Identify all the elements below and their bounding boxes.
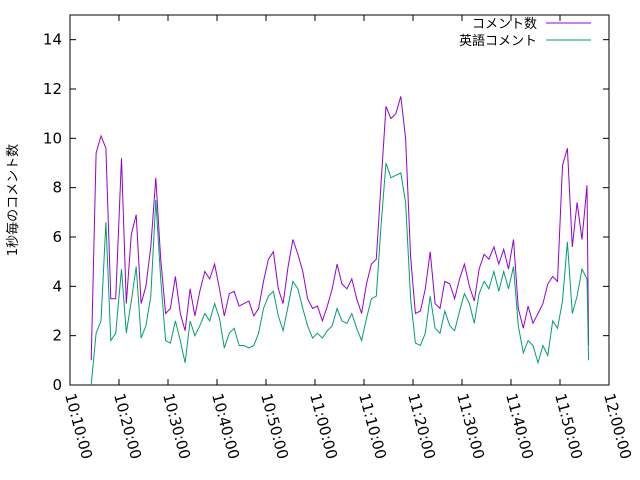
y-tick-label: 2 — [52, 327, 62, 345]
y-tick-label: 10 — [43, 129, 62, 147]
series-line-2 — [90, 162, 590, 386]
plot-frame — [69, 14, 610, 386]
x-tick-label: 10:10:00 — [61, 391, 96, 461]
y-axis-title: 1秒毎のコメント数 — [5, 144, 21, 256]
x-tick-label: 11:20:00 — [404, 391, 439, 461]
y-tick-label: 8 — [52, 179, 62, 197]
legend-label-1: コメント数 — [472, 17, 537, 32]
x-tick-label: 11:10:00 — [355, 391, 390, 461]
x-tick-label: 10:40:00 — [208, 391, 243, 461]
x-tick-label: 11:00:00 — [306, 391, 341, 461]
y-axis: 0 2 4 6 8 10 12 14 — [43, 31, 609, 394]
series-group — [90, 96, 590, 386]
y-tick-label: 14 — [43, 31, 62, 49]
y-tick-label: 6 — [52, 228, 62, 246]
series-line-1 — [90, 96, 590, 361]
y-tick-label: 0 — [52, 376, 62, 394]
x-tick-label: 11:50:00 — [551, 391, 586, 461]
x-tick-label: 11:30:00 — [453, 391, 488, 461]
x-tick-label: 10:20:00 — [110, 391, 145, 461]
x-tick-label: 11:40:00 — [502, 391, 537, 461]
x-tick-label: 10:50:00 — [257, 391, 292, 461]
legend-label-2: 英語コメント — [459, 33, 537, 49]
y-tick-label: 4 — [52, 277, 62, 295]
x-tick-label: 10:30:00 — [159, 391, 194, 461]
x-axis: 10:10:00 10:20:00 10:30:00 10:40:00 10:50:00… — [61, 15, 635, 461]
x-tick-label: 12:00:00 — [600, 391, 635, 461]
y-tick-label: 12 — [43, 80, 62, 98]
plot-border — [69, 14, 610, 386]
